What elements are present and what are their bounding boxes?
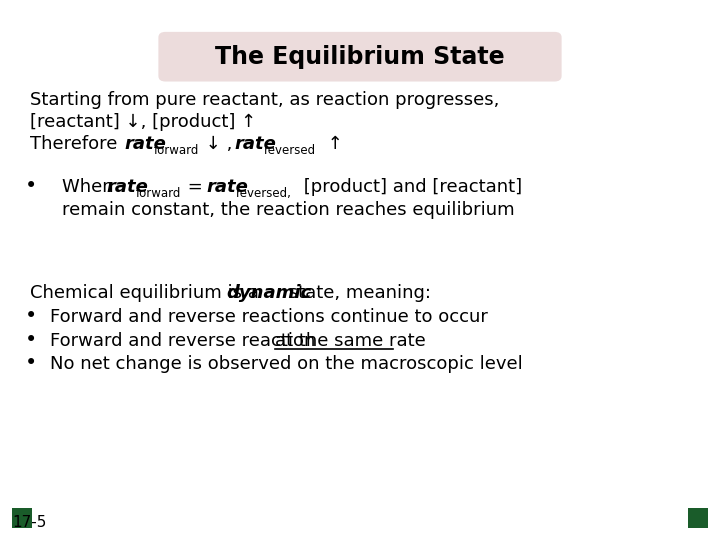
Text: When: When [62,178,120,196]
Text: Forward and reverse reactions continue to occur: Forward and reverse reactions continue t… [50,308,488,326]
Text: forward: forward [136,187,181,200]
Text: Chemical equilibrium is a: Chemical equilibrium is a [30,284,265,302]
Text: Therefore: Therefore [30,135,129,153]
Text: [product] and [reactant]: [product] and [reactant] [298,178,522,196]
Text: 17-5: 17-5 [12,515,46,530]
Text: forward: forward [154,144,199,157]
Text: ↑: ↑ [322,135,343,153]
Text: [reactant] ↓, [product] ↑: [reactant] ↓, [product] ↑ [30,113,256,131]
FancyBboxPatch shape [158,32,562,82]
Text: Forward and reverse reaction: Forward and reverse reaction [50,332,321,350]
Text: rate: rate [206,178,248,196]
Text: •: • [25,330,37,350]
Text: No net change is observed on the macroscopic level: No net change is observed on the macrosc… [50,355,523,373]
Text: •: • [25,353,37,373]
Text: The Equilibrium State: The Equilibrium State [215,45,505,69]
Text: •: • [25,306,37,326]
Text: dynamic: dynamic [226,284,311,302]
Text: rate: rate [234,135,276,153]
Text: Starting from pure reactant, as reaction progresses,: Starting from pure reactant, as reaction… [30,91,500,109]
Text: ↓ ,: ↓ , [200,135,238,153]
Text: at the same rate: at the same rate [275,332,426,350]
Bar [688,508,708,528]
Text: =: = [182,178,209,196]
Text: rate: rate [124,135,166,153]
Text: reversed: reversed [264,144,316,157]
Text: •: • [25,176,37,196]
Text: reversed,: reversed, [236,187,292,200]
Text: remain constant, the reaction reaches equilibrium: remain constant, the reaction reaches eq… [62,201,515,219]
Bar [12,508,32,528]
Text: rate: rate [106,178,148,196]
Text: state, meaning:: state, meaning: [283,284,431,302]
